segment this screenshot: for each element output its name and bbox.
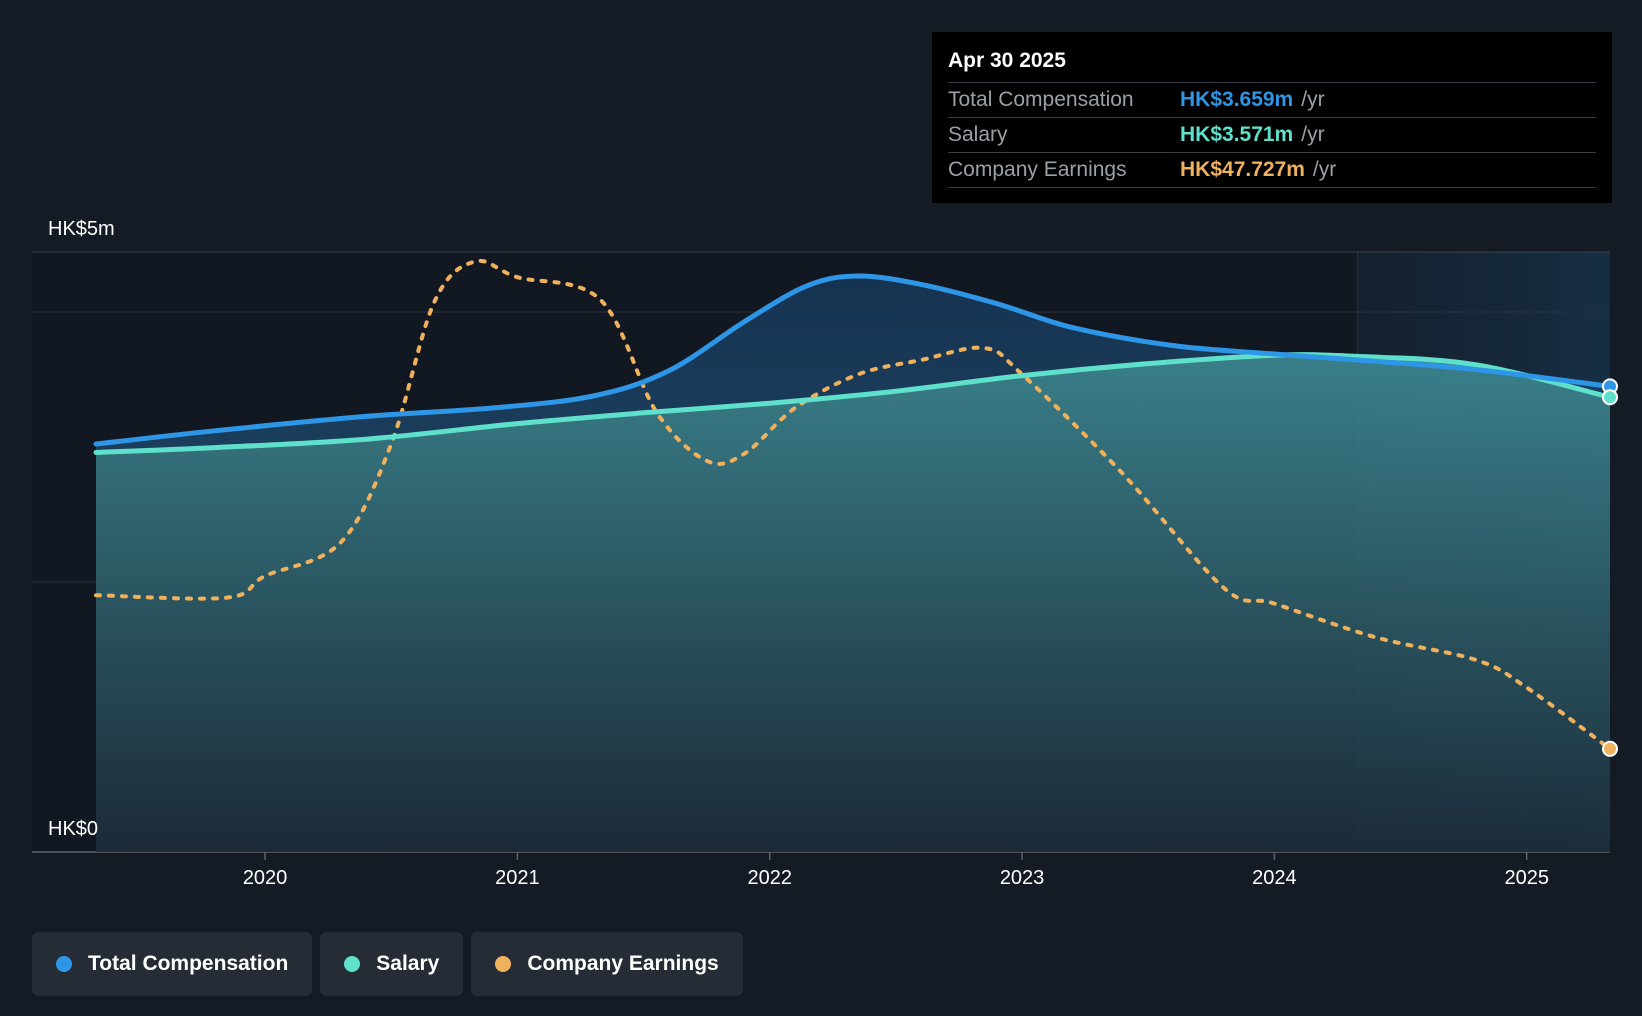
salary-area [96,354,1610,852]
tooltip-label: Company Earnings [948,158,1127,181]
tooltip-row-company-earnings: Company Earnings HK$47.727m /yr [948,152,1596,188]
legend-item-total-compensation[interactable]: Total Compensation [32,932,313,996]
legend-label: Company Earnings [527,952,719,975]
tooltip-value: HK$3.571m [1180,123,1294,146]
y-axis-bottom-label: HK$0 [48,818,98,840]
tooltip-unit: /yr [1301,88,1325,111]
tooltip: Apr 30 2025 Total Compensation HK$3.659m… [932,32,1612,203]
legend-label: Salary [376,952,440,975]
tooltip-label: Salary [948,123,1008,146]
total-compensation-line [93,273,1613,447]
tooltip-row-total-compensation: Total Compensation HK$3.659m /yr [948,82,1596,117]
legend-label: Total Compensation [88,952,289,975]
tooltip-row-salary: Salary HK$3.571m /yr [948,117,1596,152]
tooltip-label: Total Compensation [948,88,1134,111]
legend: Total Compensation Salary Company Earnin… [32,932,743,996]
legend-dot-icon [56,956,72,972]
y-axis-top-label: HK$5m [48,218,115,240]
tooltip-unit: /yr [1301,123,1325,146]
legend-dot-icon [344,956,361,972]
tooltip-date: Apr 30 2025 [948,49,1066,72]
x-tick-label: 2022 [747,867,792,889]
x-tick-label: 2024 [1252,867,1297,889]
legend-item-company-earnings[interactable]: Company Earnings [471,932,743,996]
legend-item-salary[interactable]: Salary [320,932,464,996]
legend-dot-icon [495,956,512,972]
x-tick-label: 2023 [1000,867,1045,889]
total-compensation-area [96,275,1610,453]
tooltip-unit: /yr [1312,158,1337,181]
tooltip-value: HK$3.659m [1180,88,1294,111]
tooltip-value: HK$47.727m [1180,158,1305,181]
x-tick-label: 2021 [495,867,540,889]
x-tick-label: 2020 [243,867,288,889]
salary-line [93,352,1613,455]
salary-end-marker [1602,389,1618,406]
company-earnings-line [94,258,1612,751]
x-tick-label: 2025 [1504,867,1549,889]
company-earnings-end-marker [1602,740,1618,757]
